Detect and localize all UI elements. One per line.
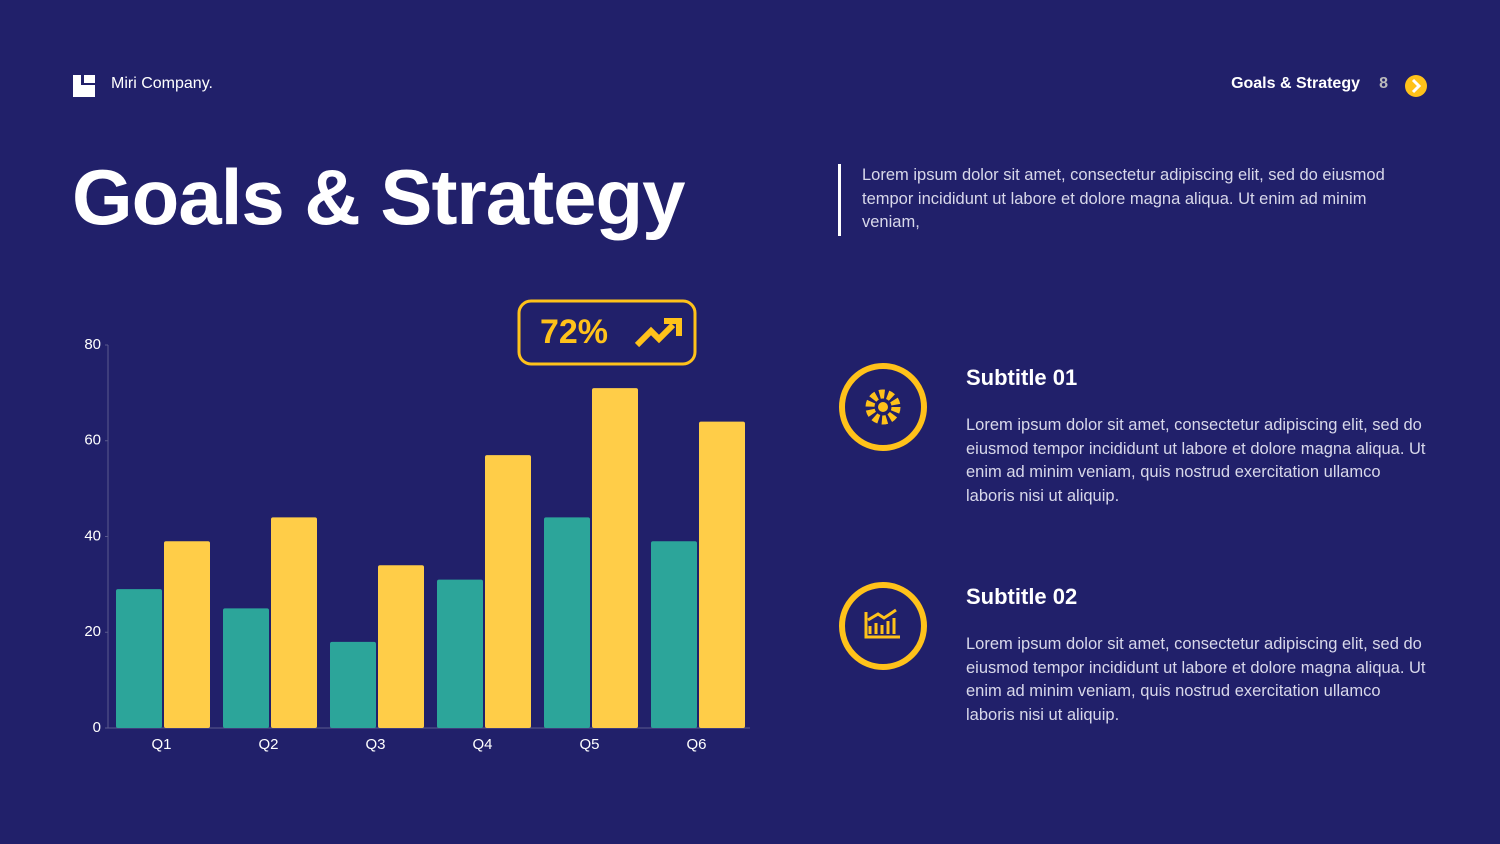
y-tick-label: 0 [93,719,101,736]
bar [485,455,531,728]
x-tick-label: Q3 [365,736,385,753]
page-number: 8 [1379,75,1388,92]
divider [838,164,841,236]
y-tick-label: 60 [84,432,101,449]
subtitle: Subtitle 02 [966,584,1078,609]
y-tick-label: 80 [84,336,101,353]
logo [73,75,95,97]
bar [651,541,697,728]
x-tick-label: Q6 [686,736,706,753]
paragraph: Lorem ipsum dolor sit amet, consectetur … [966,416,1426,505]
bar [378,565,424,728]
x-tick-label: Q1 [151,736,171,753]
subtitle: Subtitle 01 [966,365,1078,390]
section-label: Goals & Strategy [1231,75,1360,92]
title: Goals & Strategy [72,153,686,241]
bar [116,589,162,728]
y-tick-label: 20 [84,623,101,640]
icon [839,582,927,670]
bar [271,517,317,728]
bar [437,579,483,728]
bar [223,608,269,728]
callout [517,299,697,366]
icon [839,363,927,451]
brand: Miri Company. [111,75,213,92]
x-tick-label: Q4 [472,736,492,753]
next-button[interactable] [1405,75,1427,97]
callout-value: 72% [540,313,608,351]
paragraph: Lorem ipsum dolor sit amet, consectetur … [966,635,1426,724]
bar [699,421,745,728]
bar [544,517,590,728]
x-tick-label: Q2 [258,736,278,753]
bar [592,388,638,728]
bar [330,641,376,728]
y-tick-label: 40 [84,527,101,544]
x-tick-label: Q5 [579,736,599,753]
intro: Lorem ipsum dolor sit amet, consectetur … [862,166,1385,231]
bar [164,541,210,728]
